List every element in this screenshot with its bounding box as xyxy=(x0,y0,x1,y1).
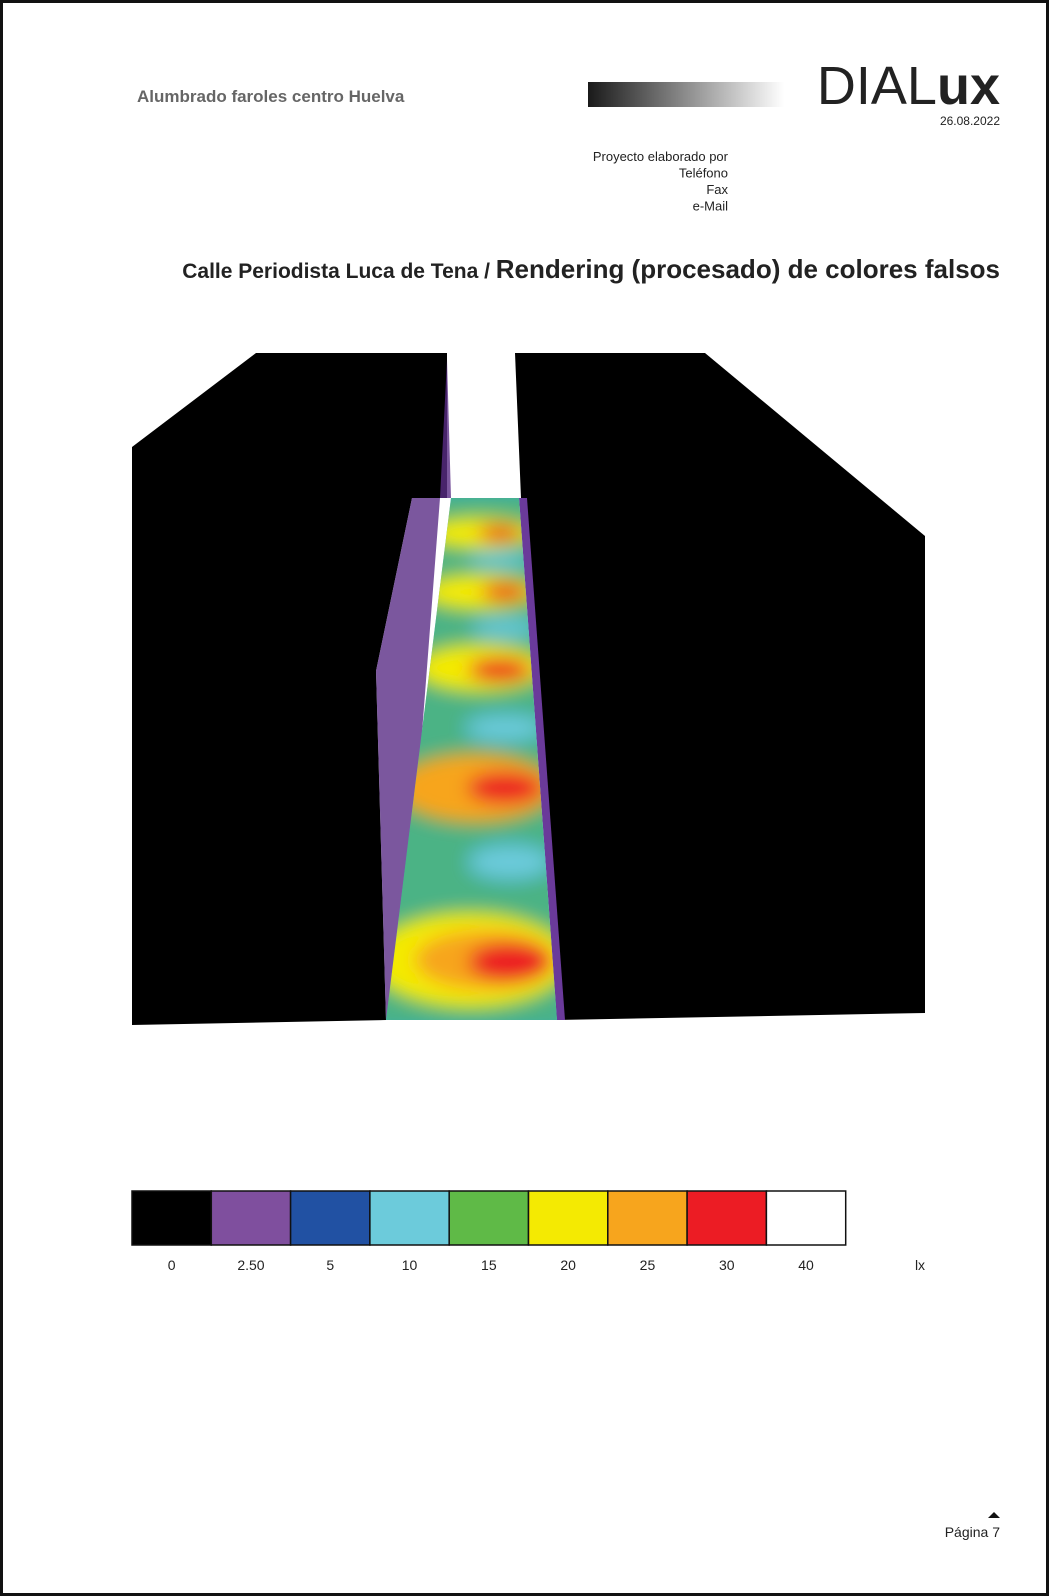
legend-label: 40 xyxy=(798,1257,814,1273)
logo: DIALux xyxy=(817,56,1000,116)
section-title: Calle Periodista Luca de Tena / Renderin… xyxy=(182,254,1000,284)
legend-swatch xyxy=(765,1190,847,1246)
date: 26.08.2022 xyxy=(940,114,1000,128)
page-number: Página 7 xyxy=(945,1524,1000,1540)
legend-swatch xyxy=(369,1190,450,1246)
legend-label: 25 xyxy=(640,1257,656,1273)
legend-label: 30 xyxy=(719,1257,735,1273)
legend-swatch xyxy=(131,1190,213,1246)
contact-line: e-Mail xyxy=(693,199,729,214)
legend-swatch xyxy=(607,1190,688,1246)
legend-unit: lx xyxy=(915,1257,925,1273)
legend-label: 10 xyxy=(402,1257,418,1273)
legend-swatch xyxy=(289,1190,371,1246)
legend-swatch xyxy=(448,1190,530,1246)
legend-label: 2.50 xyxy=(237,1257,264,1273)
legend-swatch xyxy=(686,1190,768,1246)
legend-label: 5 xyxy=(326,1257,334,1273)
legend-swatch xyxy=(210,1190,292,1246)
legend-label: 15 xyxy=(481,1257,497,1273)
legend: 0 2.50 5 10 15 20 25 30 40 lx xyxy=(131,1190,925,1273)
legend-label: 20 xyxy=(560,1257,576,1273)
legend-label: 0 xyxy=(168,1257,176,1273)
legend-swatch xyxy=(527,1190,609,1246)
header-gradient xyxy=(588,82,784,107)
contact-line: Teléfono xyxy=(679,166,728,181)
project-title: Alumbrado faroles centro Huelva xyxy=(137,87,405,106)
contact-line: Proyecto elaborado por xyxy=(593,149,729,164)
up-arrow xyxy=(988,1512,1000,1518)
false-color-render xyxy=(132,353,925,1025)
contact-line: Fax xyxy=(706,182,728,197)
